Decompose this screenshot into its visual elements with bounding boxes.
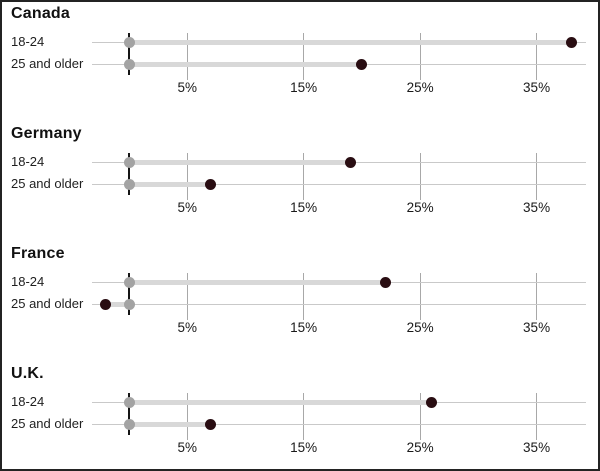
row-label: 18-24 (11, 394, 45, 409)
gridline (186, 273, 188, 320)
axis-tick-label: 5% (177, 200, 197, 215)
row-label: 25 and older (11, 296, 84, 311)
dumbbell-bar (105, 301, 129, 307)
dumbbell-bar (129, 181, 211, 187)
row-label: 18-24 (11, 34, 45, 49)
value-dot (379, 276, 391, 288)
gridline (536, 393, 538, 440)
value-dot (566, 36, 577, 48)
gridline (419, 273, 421, 320)
gridline (303, 393, 305, 440)
row-label: 25 and older (11, 176, 84, 191)
value-dot (205, 418, 216, 430)
axis-tick-label: 5% (177, 80, 197, 95)
zero-axis-line (128, 153, 130, 195)
value-dot (356, 58, 368, 70)
baseline-dot (123, 58, 135, 70)
axis-tick-label: 35% (523, 440, 551, 455)
axis-tick-label: 25% (406, 440, 434, 455)
panel-canada: 18-24 25 and older 5% 15% 25% 35% Canada (2, 2, 598, 122)
panel-uk: 18-24 25 and older 5% 15% 25% 35% U.K. (2, 360, 598, 469)
gridline (419, 153, 421, 200)
baseline-dot (123, 156, 135, 168)
zero-axis-line (128, 33, 130, 75)
panel-title: Canada (11, 5, 70, 22)
dumbbell-bar (129, 399, 432, 405)
panel-germany: 18-24 25 and older 5% 15% 25% 35% Germany (2, 120, 598, 242)
axis-tick-label: 25% (406, 80, 434, 95)
gridline (186, 33, 188, 80)
gridline (303, 273, 305, 320)
panel-france: 18-24 25 and older 5% 15% 25% 35% France (2, 240, 598, 362)
baseline-dot (123, 276, 135, 288)
baseline-dot (123, 418, 135, 430)
gridline (536, 153, 538, 200)
row-label: 18-24 (11, 274, 45, 289)
gridline (303, 33, 305, 80)
row-baseline (92, 303, 586, 305)
gridline (419, 393, 421, 440)
baseline-dot (123, 298, 135, 310)
gridline (536, 33, 538, 80)
baseline-dot (123, 36, 135, 48)
panel-title: France (11, 245, 65, 262)
value-dot (205, 178, 216, 190)
baseline-dot (123, 178, 135, 190)
dumbbell-bar (129, 279, 386, 285)
axis-tick-label: 35% (523, 320, 551, 335)
axis-tick-label: 35% (523, 200, 551, 215)
panel-title: U.K. (11, 365, 44, 382)
axis-tick-label: 25% (406, 320, 434, 335)
axis-tick-label: 25% (406, 200, 434, 215)
baseline-dot (123, 396, 135, 408)
zero-axis-line (128, 393, 130, 435)
value-dot (344, 156, 356, 168)
gridline (303, 153, 305, 200)
axis-tick-label: 15% (290, 80, 318, 95)
row-baseline (92, 423, 586, 425)
axis-tick-label: 15% (290, 200, 318, 215)
gridline (536, 273, 538, 320)
gridline (186, 393, 188, 440)
dumbbell-bar (129, 61, 362, 67)
dumbbell-bar (129, 159, 351, 165)
row-baseline (92, 183, 586, 185)
zero-axis-line (128, 273, 130, 315)
row-label: 18-24 (11, 154, 45, 169)
row-label: 25 and older (11, 416, 84, 431)
row-label: 25 and older (11, 56, 84, 71)
axis-tick-label: 15% (290, 440, 318, 455)
panel-title: Germany (11, 125, 82, 142)
value-dot (426, 396, 438, 408)
axis-tick-label: 5% (177, 320, 197, 335)
dumbbell-bar (129, 39, 572, 45)
axis-tick-label: 35% (523, 80, 551, 95)
gridline (186, 153, 188, 200)
axis-tick-label: 5% (177, 440, 197, 455)
dumbbell-bar (129, 421, 211, 427)
gridline (419, 33, 421, 80)
axis-tick-label: 15% (290, 320, 318, 335)
value-dot (100, 298, 112, 310)
